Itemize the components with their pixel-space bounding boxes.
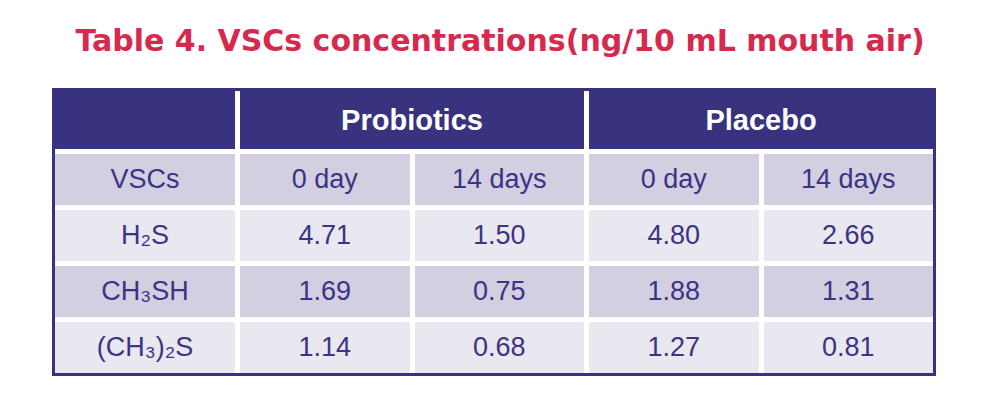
subheader-placebo-14days: 14 days	[764, 154, 934, 205]
cell-ch32s-probiotics-0day: 1.14	[240, 322, 410, 373]
header-group-probiotics: Probiotics	[240, 91, 584, 149]
subheader-probiotics-14days: 14 days	[415, 154, 585, 205]
vsc-table-grid: Probiotics Placebo VSCs 0 day 14 days 0 …	[55, 91, 933, 373]
row-label-ch32s: (CH₃)₂S	[55, 322, 235, 373]
cell-ch32s-placebo-14days: 0.81	[764, 322, 934, 373]
vsc-table: Probiotics Placebo VSCs 0 day 14 days 0 …	[52, 88, 936, 376]
cell-ch3sh-placebo-0day: 1.88	[589, 266, 759, 317]
cell-ch32s-probiotics-14days: 0.68	[415, 322, 585, 373]
row-label-ch3sh: CH₃SH	[55, 266, 235, 317]
cell-h2s-placebo-14days: 2.66	[764, 210, 934, 261]
header-group-placebo: Placebo	[589, 91, 933, 149]
cell-ch3sh-probiotics-0day: 1.69	[240, 266, 410, 317]
subheader-vscs: VSCs	[55, 154, 235, 205]
cell-ch3sh-probiotics-14days: 0.75	[415, 266, 585, 317]
cell-h2s-probiotics-14days: 1.50	[415, 210, 585, 261]
cell-h2s-placebo-0day: 4.80	[589, 210, 759, 261]
table-title: Table 4. VSCs concentrations(ng/10 mL mo…	[0, 23, 1000, 58]
cell-ch32s-placebo-0day: 1.27	[589, 322, 759, 373]
cell-ch3sh-placebo-14days: 1.31	[764, 266, 934, 317]
subheader-probiotics-0day: 0 day	[240, 154, 410, 205]
header-corner-cell	[55, 91, 235, 149]
subheader-placebo-0day: 0 day	[589, 154, 759, 205]
row-label-h2s: H₂S	[55, 210, 235, 261]
cell-h2s-probiotics-0day: 4.71	[240, 210, 410, 261]
